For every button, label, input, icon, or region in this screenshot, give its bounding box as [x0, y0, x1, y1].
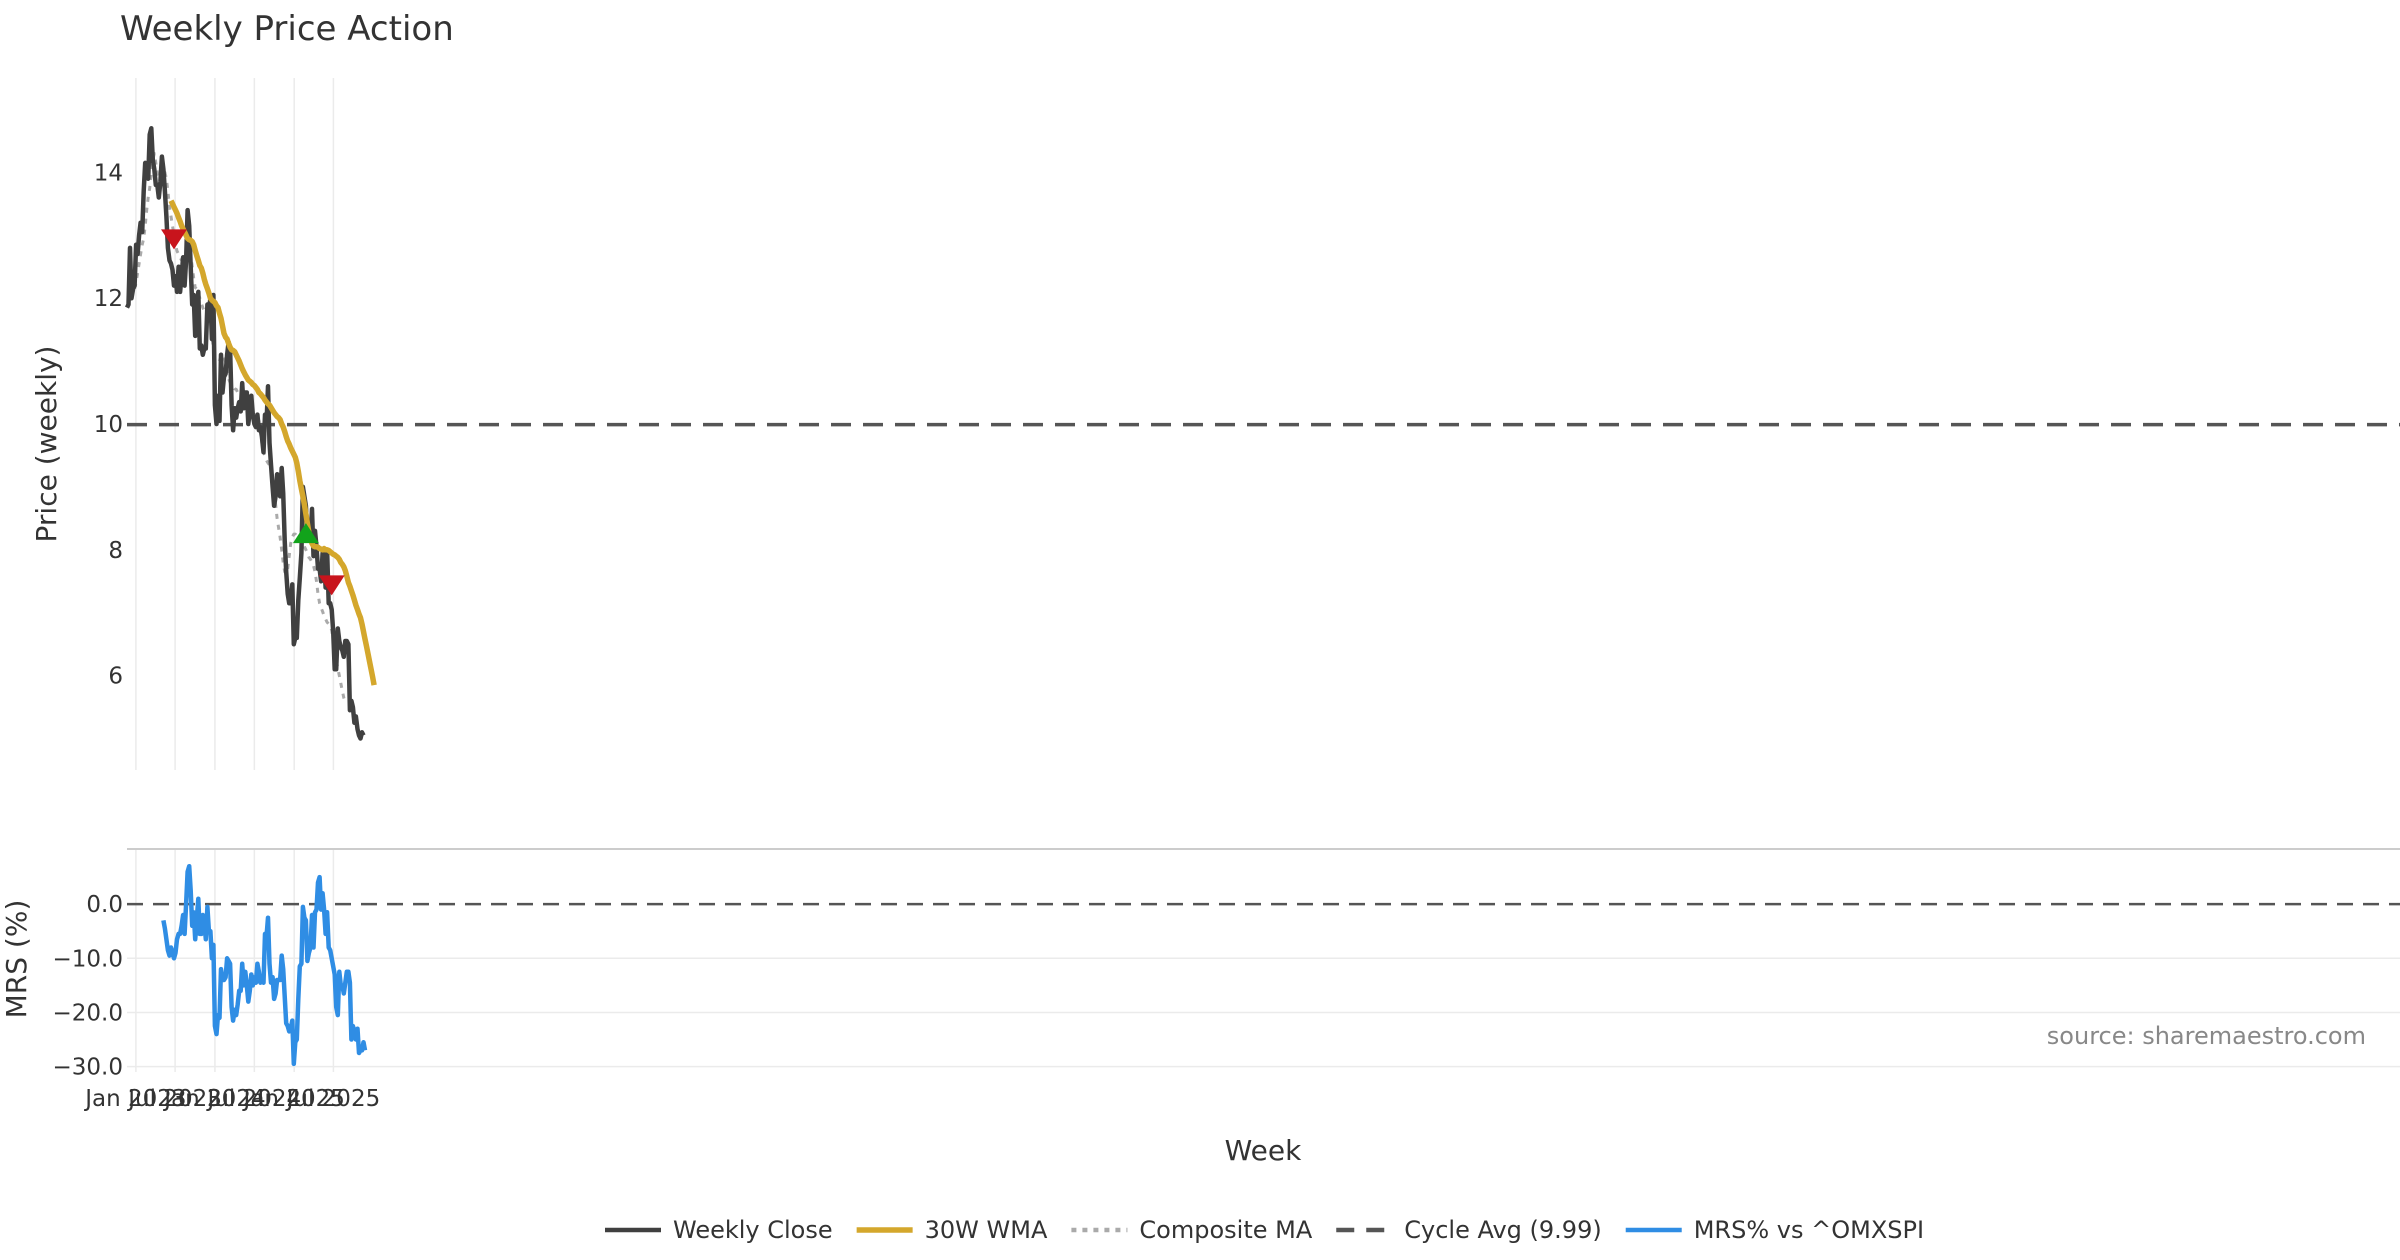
- sell-signal-marker: [318, 575, 345, 596]
- x-tick-label: Jul 2025: [285, 1086, 381, 1112]
- source-note: source: sharemaestro.com: [2047, 1022, 2366, 1050]
- price-axis-label: Price (weekly): [30, 346, 63, 543]
- chart-title: Weekly Price Action: [120, 9, 454, 49]
- legend-item-wma: 30W WMA: [856, 1216, 1048, 1244]
- signal-markers: [161, 229, 345, 596]
- legend-label-close: Weekly Close: [673, 1216, 833, 1244]
- weekly-close-line: [124, 126, 366, 741]
- mrs-y-tick-label: −30.0: [53, 1055, 123, 1081]
- mrs-axis-label: MRS (%): [0, 900, 33, 1019]
- mrs-y-tick-label: −10.0: [53, 946, 123, 972]
- price-panel: 6 8 10 12 14 Price (weekly): [30, 78, 2400, 1072]
- price-y-tick-label: 10: [94, 412, 123, 438]
- legend-label-composite: Composite MA: [1139, 1216, 1312, 1244]
- x-tick-label: Jul 2024: [206, 1086, 302, 1112]
- legend-item-composite: Composite MA: [1071, 1216, 1313, 1244]
- price-y-tick-label: 6: [108, 664, 123, 690]
- x-tick-label: Jan 2023: [83, 1086, 186, 1112]
- legend-label-mrs: MRS% vs ^OMXSPI: [1694, 1216, 1924, 1244]
- legend-label-wma: 30W WMA: [925, 1216, 1048, 1244]
- price-y-axis: 6 8 10 12 14: [94, 160, 123, 689]
- legend-item-mrs: MRS% vs ^OMXSPI: [1625, 1216, 1924, 1244]
- mrs-y-tick-label: 0.0: [86, 892, 123, 918]
- buy-signal-marker: [292, 523, 319, 544]
- price-y-tick-label: 12: [94, 286, 123, 312]
- price-y-tick-label: 8: [108, 538, 123, 564]
- x-axis-label: Week: [1225, 1134, 1302, 1167]
- mrs-panel: 0.0 −10.0 −20.0 −30.0 MRS (%) source: share…: [0, 863, 2400, 1081]
- x-tick-label: Jul 2023: [126, 1086, 222, 1112]
- wma-30w-line: [168, 199, 377, 686]
- legend: Weekly Close 30W WMA Composite MA Cycle Avg…: [605, 1216, 1924, 1244]
- x-tick-label: Jan 2025: [242, 1086, 345, 1112]
- legend-label-cycle: Cycle Avg (9.99): [1404, 1216, 1601, 1244]
- legend-item-close: Weekly Close: [605, 1216, 833, 1244]
- x-tick-label: Jan 2024: [162, 1086, 265, 1112]
- sell-signal-marker: [161, 229, 188, 250]
- mrs-line: [161, 863, 368, 1067]
- legend-item-cycle: Cycle Avg (9.99): [1336, 1216, 1602, 1244]
- mrs-y-tick-label: −20.0: [53, 1000, 123, 1026]
- price-y-tick-label: 14: [94, 160, 123, 186]
- mrs-y-axis: 0.0 −10.0 −20.0 −30.0: [53, 892, 2400, 1081]
- composite-ma-line: [133, 152, 347, 703]
